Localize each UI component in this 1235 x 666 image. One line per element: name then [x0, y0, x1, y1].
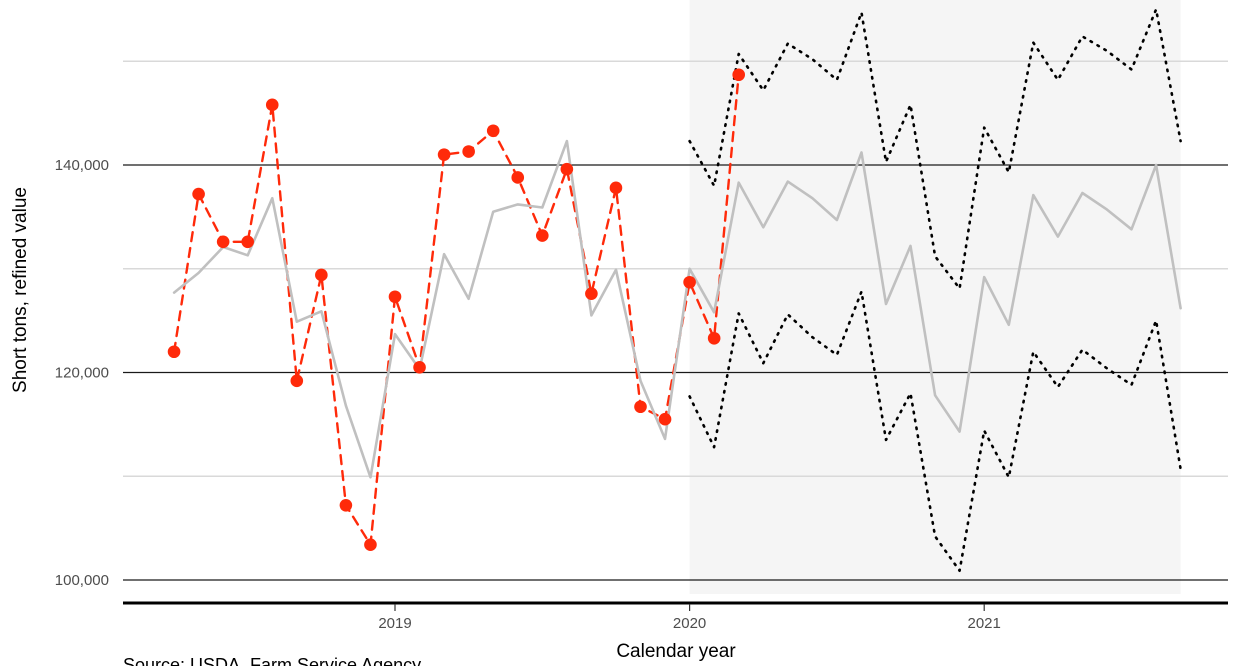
actual-point — [437, 148, 451, 161]
actual-point — [315, 268, 328, 282]
actual-point — [707, 331, 721, 345]
x-tick-label: 2019 — [378, 615, 411, 632]
actual-point — [339, 499, 353, 512]
actual-point — [388, 290, 402, 304]
actual-point — [192, 187, 205, 201]
y-tick-label: 120,000 — [55, 365, 109, 382]
actual-point — [364, 538, 377, 552]
forecast-band — [689, 0, 1181, 594]
axis-layer: 2019 2020 2021 100,000 120,000 140,000 — [55, 157, 1228, 632]
actual-point — [658, 412, 672, 426]
actual-point — [511, 171, 525, 184]
actual-point — [560, 162, 574, 176]
x-axis-title: Calendar year — [616, 641, 736, 662]
actual-point — [634, 400, 647, 414]
y-tick-label: 100,000 — [55, 572, 109, 589]
actual-point — [216, 235, 230, 249]
actual-point — [265, 98, 279, 112]
actual-point — [585, 287, 598, 300]
fitted-line-1 — [172, 139, 1182, 479]
actual-point — [290, 374, 304, 388]
x-tick-label: 2021 — [968, 615, 1001, 632]
actual-point — [732, 68, 745, 82]
forecast-band-layer — [689, 0, 1181, 594]
x-tick-label: 2020 — [673, 615, 706, 632]
interval-line-3 — [688, 290, 1182, 573]
actual-point — [462, 145, 475, 158]
actual-point — [486, 124, 500, 138]
interval-line-2 — [688, 8, 1182, 290]
actual-point — [536, 229, 549, 242]
actual-point — [413, 361, 426, 374]
actual-point — [241, 235, 254, 249]
actual-point — [609, 181, 623, 195]
actual-point — [683, 275, 696, 289]
actual-line-0 — [172, 73, 740, 546]
y-tick-label: 140,000 — [55, 157, 109, 174]
y-axis-title: Short tons, refined value — [10, 187, 31, 393]
series-layer — [167, 8, 1182, 573]
source-caption: Source: USDA, Farm Service Agency — [123, 655, 421, 666]
actual-point — [167, 345, 181, 359]
